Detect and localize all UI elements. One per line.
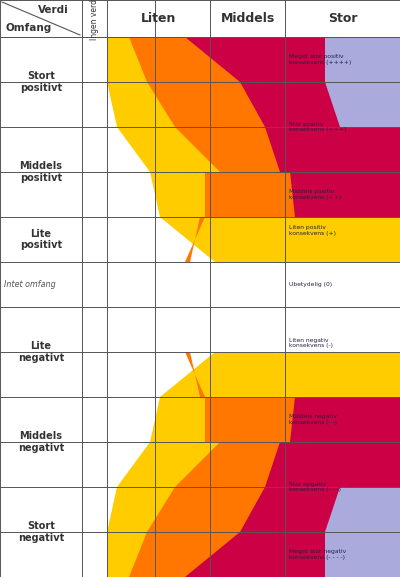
Text: Liten negativ
konsekvens (-): Liten negativ konsekvens (-) [289, 338, 333, 349]
Text: Middels
positivt: Middels positivt [20, 161, 62, 183]
Text: Stor positiv
konsekvens (+++): Stor positiv konsekvens (+++) [289, 122, 346, 132]
Text: Liten: Liten [141, 12, 176, 25]
Text: Omfang: Omfang [6, 23, 52, 33]
Text: Ingen verdi: Ingen verdi [90, 0, 99, 40]
Polygon shape [107, 37, 400, 262]
Text: Stor: Stor [328, 12, 357, 25]
Text: Stor negativ
konsekvens (- - -): Stor negativ konsekvens (- - -) [289, 482, 341, 492]
Text: Stort
negativt: Stort negativt [18, 521, 64, 543]
Polygon shape [185, 442, 400, 577]
Text: Middels positiv
konsekvens (++): Middels positiv konsekvens (++) [289, 189, 341, 200]
Text: Middels
negativt: Middels negativt [18, 431, 64, 453]
Text: Ubetydelig (0): Ubetydelig (0) [289, 282, 332, 287]
Polygon shape [185, 352, 240, 442]
Text: Middels: Middels [220, 12, 275, 25]
Polygon shape [107, 352, 400, 577]
Text: Liten positiv
konsekvens (+): Liten positiv konsekvens (+) [289, 225, 336, 236]
Polygon shape [255, 397, 400, 577]
Text: Middels negativ
konsekvens (- -): Middels negativ konsekvens (- -) [289, 414, 337, 425]
Text: Stort
positivt: Stort positivt [20, 71, 62, 93]
Polygon shape [255, 37, 400, 217]
Text: Verdi: Verdi [38, 5, 69, 16]
Text: Meget stor negativ
konsekvens (- - - -): Meget stor negativ konsekvens (- - - -) [289, 549, 346, 560]
Text: Intet omfang: Intet omfang [4, 280, 56, 289]
Polygon shape [129, 397, 400, 577]
Polygon shape [325, 37, 400, 127]
Text: Lite
positivt: Lite positivt [20, 228, 62, 250]
Text: Lite
negativt: Lite negativt [18, 341, 64, 363]
Polygon shape [185, 172, 240, 262]
Text: Meget stor positiv
konsekvens (++++): Meget stor positiv konsekvens (++++) [289, 54, 351, 65]
Polygon shape [129, 37, 400, 217]
Polygon shape [185, 37, 400, 172]
Polygon shape [325, 487, 400, 577]
